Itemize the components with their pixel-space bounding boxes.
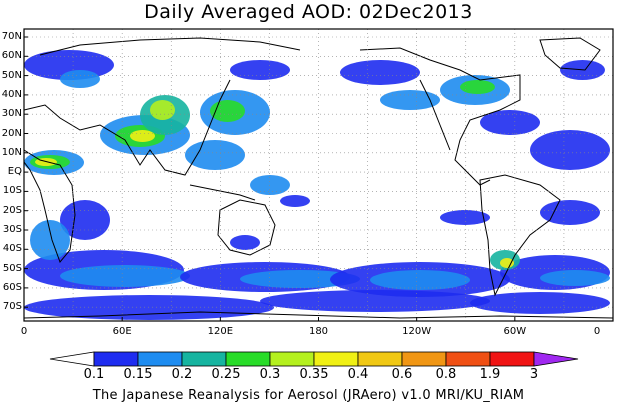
- lat-label: 10S: [2, 185, 22, 197]
- lon-label: 120W: [402, 326, 432, 337]
- map-title: Daily Averaged AOD: 02Dec2013: [144, 1, 473, 23]
- colorbar-swatch: [401, 351, 447, 367]
- aod-region: [530, 130, 610, 170]
- aod-region: [540, 200, 600, 225]
- lat-label: EQ: [7, 166, 22, 178]
- aod-region: [240, 270, 360, 288]
- colorbar-swatch: [269, 351, 315, 367]
- lat-label: 30N: [1, 108, 22, 120]
- colorbar: [49, 351, 579, 367]
- colorbar-swatch: [357, 351, 403, 367]
- aod-region: [250, 175, 290, 195]
- colorbar-swatch: [137, 351, 183, 367]
- aod-region: [210, 100, 245, 122]
- aod-region: [460, 80, 495, 94]
- lat-label: 50S: [2, 262, 22, 274]
- lat-label: 60N: [1, 50, 22, 62]
- lat-label: 60S: [2, 281, 22, 293]
- aod-region: [130, 130, 155, 142]
- lat-label: 10N: [1, 146, 22, 158]
- colorbar-level-label: 0.6: [391, 367, 413, 382]
- aod-region: [470, 292, 610, 314]
- aod-region: [230, 60, 290, 80]
- credit-line: The Japanese Reanalysis for Aerosol (JRA…: [92, 388, 525, 403]
- aod-region: [185, 140, 245, 170]
- lon-label: 0: [593, 326, 601, 337]
- colorbar-swatch: [93, 351, 139, 367]
- coastlines: [23, 37, 614, 319]
- colorbar-swatch: [181, 351, 227, 367]
- aod-region: [340, 60, 420, 85]
- lon-label: 120E: [207, 326, 234, 337]
- graticule: [24, 29, 613, 321]
- colorbar-level-label: 0.8: [435, 367, 457, 382]
- colorbar-swatch: [225, 351, 271, 367]
- aod-region: [370, 270, 470, 290]
- axis-ticks: [23, 36, 614, 321]
- colorbar-level-label: 3: [529, 367, 539, 382]
- lat-label: 40N: [1, 88, 22, 100]
- lat-label: 70N: [1, 31, 22, 42]
- aod-region: [60, 265, 190, 287]
- lat-label: 70S: [2, 301, 22, 313]
- colorbar-swatch: [445, 351, 491, 367]
- aod-field: [24, 50, 610, 320]
- aod-region: [500, 258, 514, 268]
- colorbar-swatch: [49, 351, 95, 367]
- lat-label: 20S: [2, 204, 22, 216]
- colorbar-level-label: 0.35: [299, 367, 329, 382]
- colorbar-swatch: [489, 351, 535, 367]
- aod-region: [280, 195, 310, 207]
- aod-region: [230, 235, 260, 250]
- aod-region: [480, 110, 540, 135]
- colorbar-level-label: 1.9: [479, 367, 501, 382]
- colorbar-swatch: [313, 351, 359, 367]
- lat-label: 30S: [2, 224, 22, 235]
- colorbar-level-label: 0.15: [123, 367, 153, 382]
- colorbar-level-label: 0.2: [171, 367, 193, 382]
- aod-region: [540, 270, 610, 286]
- aod-region: [440, 210, 490, 225]
- aod-region: [260, 290, 490, 312]
- colorbar-swatch: [533, 351, 579, 367]
- aod-region: [150, 100, 175, 120]
- colorbar-level-label: 0.4: [347, 367, 369, 382]
- aod-region: [60, 70, 100, 88]
- aod-region: [30, 220, 70, 260]
- aod-region: [380, 90, 440, 110]
- lon-label: 60W: [503, 326, 527, 337]
- lat-label: 50N: [1, 69, 22, 81]
- lat-label: 40S: [2, 243, 22, 255]
- colorbar-level-label: 0.3: [259, 367, 281, 382]
- colorbar-level-label: 0.1: [83, 367, 105, 382]
- lon-label: 60E: [112, 326, 132, 337]
- lat-label: 20N: [1, 127, 22, 139]
- colorbar-level-label: 0.25: [211, 367, 241, 382]
- lon-label: 0: [20, 326, 28, 337]
- lon-label: 180: [308, 326, 329, 337]
